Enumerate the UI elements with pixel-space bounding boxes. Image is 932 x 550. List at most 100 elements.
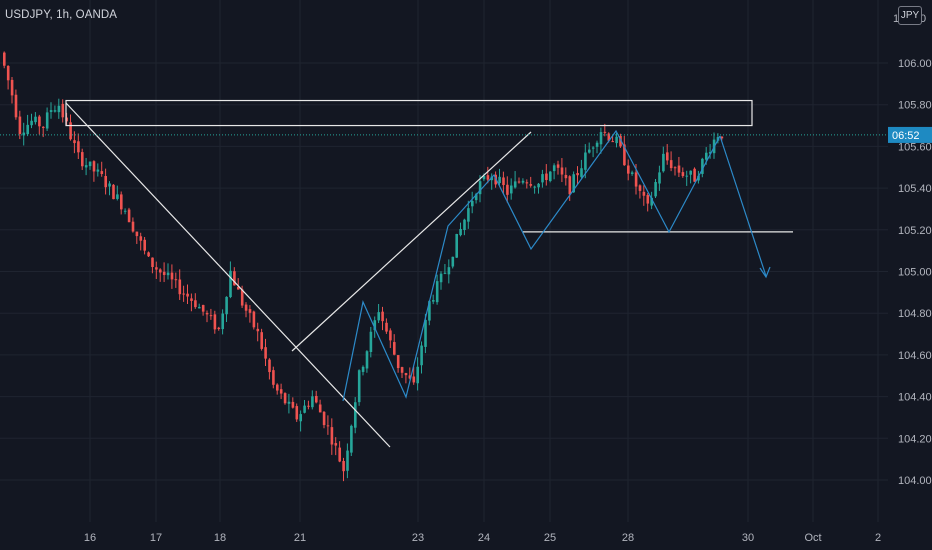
time-tick-label: 17: [150, 532, 162, 544]
projection-arrowhead: [759, 266, 771, 279]
candle-body: [116, 194, 119, 199]
candle-body: [151, 257, 154, 268]
candle-body: [576, 173, 579, 176]
candle-body: [627, 165, 630, 174]
candle-body: [248, 309, 252, 313]
candle-body: [662, 153, 665, 172]
candle-body: [568, 176, 572, 195]
time-axis[interactable]: 16 17 18 21 23 24 25 28 30 Oct 2: [84, 532, 881, 544]
candle-body: [330, 427, 334, 445]
price-tick-label: 105.600: [898, 141, 932, 153]
candle-body: [338, 447, 341, 462]
candle-body: [162, 271, 166, 275]
candle-body: [432, 300, 435, 302]
candle-body: [45, 112, 49, 129]
candle-body: [369, 331, 373, 352]
candle-body: [572, 174, 575, 193]
candle-body: [96, 169, 100, 172]
candle-body: [322, 411, 326, 426]
candle-body: [478, 181, 482, 195]
symbol-title[interactable]: USDJPY, 1h, OANDA: [5, 9, 118, 21]
ascending-trendline: [291, 131, 532, 352]
candle-body: [6, 65, 10, 81]
candle-body: [65, 117, 68, 122]
candle-body: [513, 181, 517, 188]
candle-body: [209, 315, 213, 317]
candle-body: [615, 136, 618, 144]
candle-body: [669, 160, 673, 169]
candle-body: [459, 228, 462, 236]
candle-body: [108, 183, 111, 187]
candle-body: [521, 180, 525, 183]
candle-body: [619, 136, 622, 147]
price-tick-label: 104.600: [898, 350, 932, 362]
candle-body: [213, 314, 217, 330]
candle-body: [533, 186, 536, 188]
time-tick-label: 2: [875, 532, 881, 544]
candle-body: [705, 152, 708, 160]
time-tick-label: 23: [412, 532, 424, 544]
price-tick-label: 104.200: [898, 433, 932, 445]
candle-body: [545, 173, 548, 181]
candle-body: [221, 313, 224, 330]
drawings[interactable]: [65, 99, 793, 448]
candle-body: [26, 124, 29, 135]
candle-body: [205, 312, 209, 315]
candle-body: [681, 172, 685, 177]
candle-body: [279, 389, 283, 394]
candle-body: [159, 269, 162, 273]
candle-body: [334, 443, 338, 446]
projection-arrow: [719, 135, 767, 277]
candle-body: [190, 298, 193, 301]
candle-body: [556, 164, 560, 168]
price-tick-label: 104.800: [898, 308, 932, 320]
candle-body: [30, 120, 33, 126]
candle-body: [517, 181, 521, 183]
candle-body: [135, 231, 139, 237]
candle-body: [549, 171, 552, 182]
candle-body: [147, 252, 150, 257]
candle-body: [182, 293, 185, 295]
candle-body: [689, 170, 692, 175]
candle-body: [240, 289, 244, 306]
time-tick-label: Oct: [804, 532, 821, 544]
candle-body: [84, 165, 88, 168]
candles[interactable]: [3, 51, 724, 482]
candle-body: [69, 122, 72, 140]
candle-body: [201, 305, 205, 312]
price-axis-panel[interactable]: [888, 0, 932, 550]
candle-body: [697, 175, 700, 181]
candle-body: [225, 296, 228, 315]
candle-body: [584, 152, 587, 170]
candle-body: [299, 414, 302, 422]
candle-body: [529, 184, 533, 186]
candle-body: [443, 272, 447, 274]
price-tick-label: 105.000: [898, 267, 932, 279]
price-box-background: [888, 126, 932, 143]
candle-body: [38, 116, 41, 127]
candle-body: [658, 172, 661, 184]
candle-body: [385, 322, 388, 332]
candle-body: [73, 140, 76, 144]
currency-badge[interactable]: JPY: [898, 6, 922, 25]
candle-body: [471, 200, 474, 207]
candle-body: [88, 161, 92, 167]
candle-body: [439, 273, 443, 283]
candle-body: [166, 272, 170, 276]
candle-body: [143, 239, 146, 251]
candle-body: [451, 256, 455, 267]
price-tick-label: 0: [920, 13, 926, 25]
candle-body: [283, 393, 287, 404]
candle-body: [92, 161, 96, 172]
time-tick-label: 30: [742, 532, 754, 544]
candle-body: [591, 147, 595, 149]
candle-body: [654, 182, 657, 197]
candle-body: [428, 301, 431, 321]
candle-body: [217, 327, 221, 330]
candle-body: [14, 94, 18, 118]
candle-body: [237, 286, 240, 290]
candle-body: [61, 103, 65, 118]
candle-body: [303, 405, 306, 413]
